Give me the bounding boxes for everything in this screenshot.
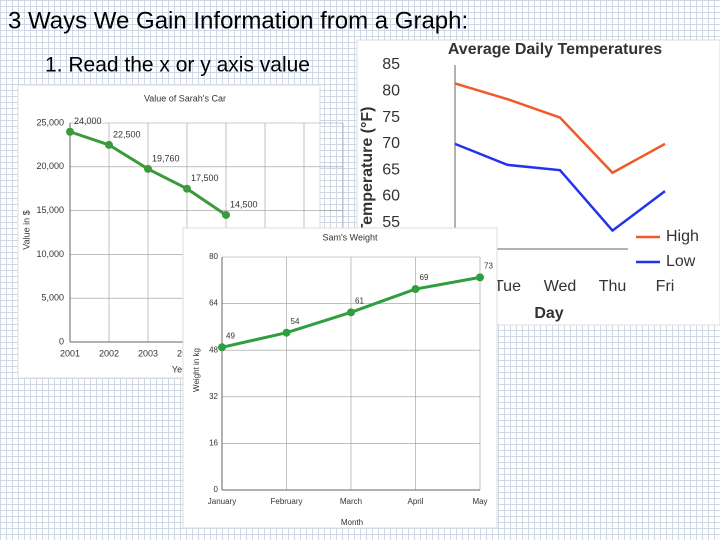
x-tick-label: Thu <box>599 278 627 295</box>
chart-background <box>182 227 498 529</box>
y-tick-label: 80 <box>382 83 400 100</box>
y-tick-label: 64 <box>209 299 218 308</box>
x-tick-label: Tue <box>494 278 521 295</box>
data-label: 54 <box>291 317 300 326</box>
data-point <box>144 164 152 173</box>
data-point <box>66 127 74 136</box>
slide-subtitle: 1. Read the x or y axis value <box>45 54 310 77</box>
x-tick-label: 2002 <box>99 348 119 358</box>
data-label: 24,000 <box>74 116 102 126</box>
legend-box <box>628 224 706 276</box>
data-label: 49 <box>226 331 235 340</box>
data-point <box>218 343 226 352</box>
chart: Sam's Weight 0 16 32 48 64 80 January February Ma… <box>182 227 498 529</box>
x-tick-label: 2001 <box>60 348 80 358</box>
chart-title: Average Daily Temperatures <box>448 41 662 58</box>
data-point <box>347 308 355 317</box>
y-tick-label: 80 <box>209 252 218 261</box>
x-tick-label: 2003 <box>138 348 158 358</box>
chart-title: Value of Sarah's Car <box>144 93 226 103</box>
data-label: 17,500 <box>191 173 219 183</box>
legend-label: High <box>666 228 699 245</box>
y-tick-label: 75 <box>382 109 400 126</box>
y-axis-label: Value in $ <box>21 210 31 249</box>
data-label: 69 <box>420 273 429 282</box>
y-tick-label: 55 <box>382 214 400 231</box>
y-tick-label: 15,000 <box>36 205 64 215</box>
data-label: 61 <box>355 296 364 305</box>
x-tick-label: Fri <box>656 278 675 295</box>
data-point <box>183 184 191 193</box>
x-tick-label: Wed <box>544 278 577 295</box>
x-axis-label: Month <box>341 518 363 527</box>
x-tick-label: May <box>472 497 487 506</box>
y-tick-label: 65 <box>382 161 400 178</box>
data-label: 22,500 <box>113 129 141 139</box>
y-tick-label: 16 <box>209 439 218 448</box>
y-tick-label: 10,000 <box>36 249 64 259</box>
data-label: 19,760 <box>152 153 180 163</box>
slide-title: 3 Ways We Gain Information from a Graph: <box>8 7 468 34</box>
x-tick-label: April <box>407 497 423 506</box>
y-tick-label: 0 <box>214 485 219 494</box>
y-tick-label: 70 <box>382 135 400 152</box>
y-tick-label: 32 <box>209 392 218 401</box>
data-point <box>411 285 420 294</box>
x-tick-label: January <box>208 497 236 506</box>
legend-label: Low <box>666 253 696 270</box>
x-axis-label: Year <box>172 364 190 374</box>
y-tick-label: 85 <box>382 56 400 73</box>
x-tick-label: February <box>270 497 302 506</box>
y-tick-label: 5,000 <box>41 293 64 303</box>
data-label: 14,500 <box>230 199 258 209</box>
y-axis-label: Temperature (°F) <box>359 106 376 233</box>
x-axis-label: Day <box>534 305 563 322</box>
data-point <box>282 328 291 337</box>
y-tick-label: 0 <box>59 336 64 346</box>
data-point <box>222 210 230 219</box>
y-axis-label: Weight in kg <box>192 348 201 392</box>
y-tick-label: 60 <box>382 188 400 205</box>
y-tick-label: 25,000 <box>36 117 64 127</box>
data-line <box>454 82 666 175</box>
data-point <box>476 273 484 282</box>
y-tick-label: 48 <box>209 345 218 354</box>
x-tick-label: March <box>340 497 362 506</box>
y-tick-label: 20,000 <box>36 161 64 171</box>
data-point <box>105 140 113 149</box>
data-line <box>454 142 666 233</box>
chart-title: Sam's Weight <box>322 232 378 242</box>
data-label: 73 <box>484 261 493 270</box>
